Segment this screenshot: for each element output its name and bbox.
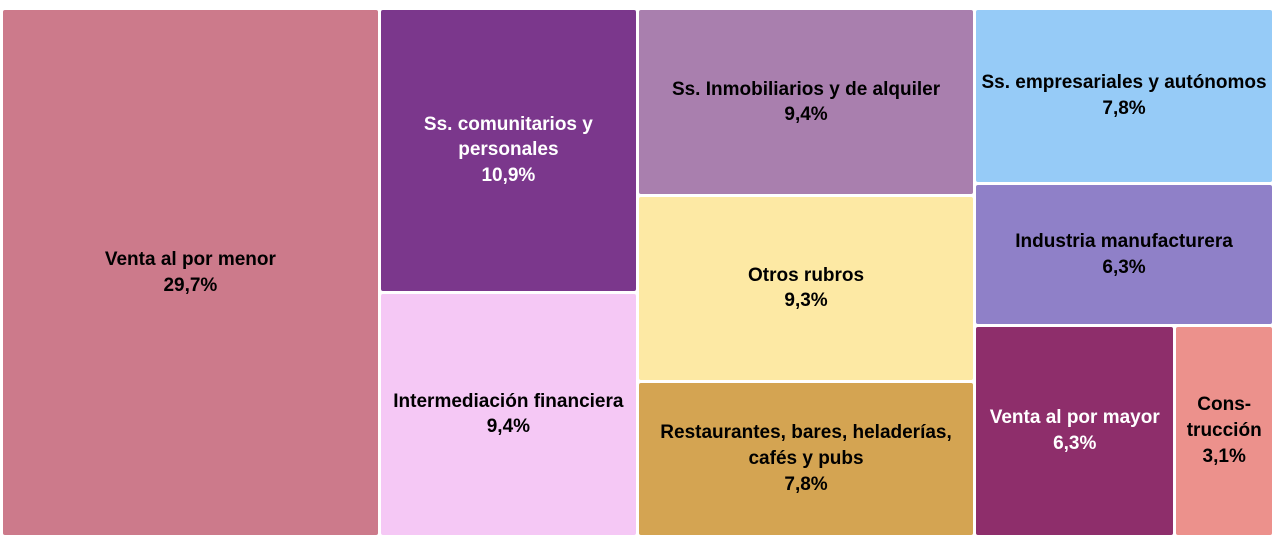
tile: Venta al por menor 29,7% [3,10,378,535]
tile-label: Ss. comunitarios y personales [423,113,593,161]
tile: Venta al por mayor 6,3% [976,326,1174,535]
tile-label: Ss. empresariales y autónomos [981,72,1267,94]
tile-label: Ss. Inmobiliarios y de alquiler [671,78,941,100]
tile: Otros rubros 9,3% [639,197,974,380]
tile: Ss. Inmobiliarios y de alquiler 9,4% [639,10,974,195]
tile: Cons­trucción 3,1% [1176,326,1272,535]
tile: Ss. empresariales y autónomos 7,8% [976,10,1272,183]
tile: Restaurantes, bares, heladerías, cafés y… [639,382,974,535]
tile-label: Otros rubros [747,264,865,286]
tile-value: 7,8% [784,473,828,495]
tile-value: 9,4% [784,104,828,126]
tile-value: 3,1% [1202,445,1246,467]
tile-label: Cons­trucción [1186,394,1262,442]
tile-value: 29,7% [163,274,218,296]
tile-label: Restaurantes, bares, heladerías, cafés y… [660,422,952,469]
tile: Intermediación financiera 9,4% [380,293,636,535]
tile-value: 10,9% [481,165,536,187]
tile-label: Intermediación financiera [393,390,624,412]
tile-value: 9,3% [784,290,828,312]
tile: Ss. comunitarios y personales 10,9% [380,10,636,291]
tile-value: 6,3% [1102,256,1146,278]
tile-label: Industria manufacturera [1015,230,1233,252]
tile-value: 6,3% [1053,432,1097,454]
tile: Industria manufacturera 6,3% [976,185,1272,324]
tile-label: Venta al por mayor [989,407,1160,429]
tile-label: Venta al por menor [104,248,276,270]
tile-value: 7,8% [1102,98,1146,120]
tile-value: 9,4% [486,416,531,438]
